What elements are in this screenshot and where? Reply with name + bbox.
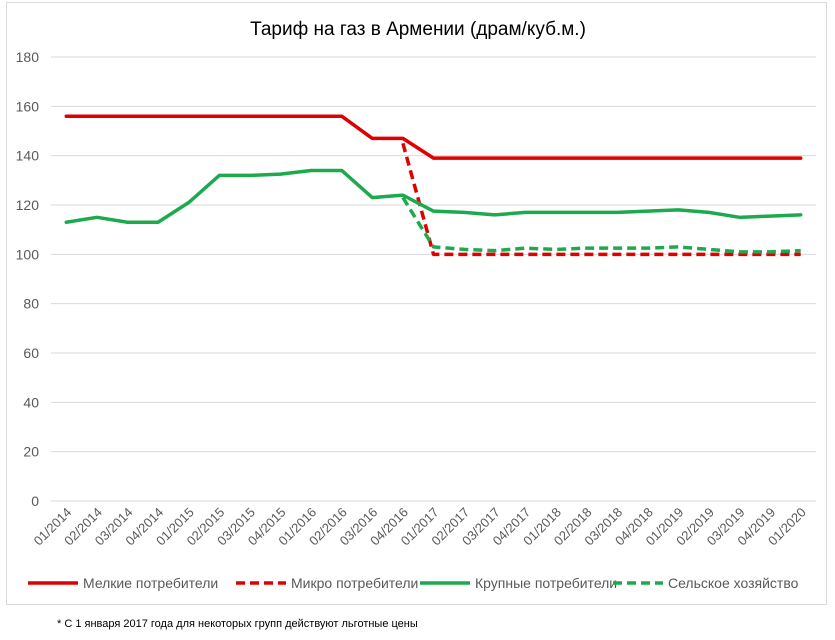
- series-line-3: [64, 168, 803, 225]
- y-tick-label: 40: [23, 394, 39, 410]
- y-tick-label: 100: [16, 246, 40, 262]
- y-tick-label: 60: [23, 345, 39, 361]
- grid-layer: [51, 56, 816, 453]
- y-tick-label: 20: [23, 444, 39, 460]
- y-tick-label: 80: [23, 296, 39, 312]
- y-tick-label: 160: [16, 98, 40, 114]
- chart-title: Тариф на газ в Армении (драм/куб.м.): [250, 19, 586, 40]
- legend-label: Мелкие потребители: [83, 575, 218, 591]
- line-chart: Тариф на газ в Армении (драм/куб.м.) 0 20…: [16, 19, 816, 591]
- legend-label: Сельское хозяйство: [668, 575, 799, 591]
- x-axis: 01/201402/201403/201404/201401/201502/20…: [31, 505, 809, 549]
- y-tick-label: 120: [16, 197, 40, 213]
- y-tick-label: 180: [16, 49, 40, 65]
- legend-label: Микро потребители: [291, 575, 418, 591]
- legend-label: Крупные потребители: [475, 575, 617, 591]
- footnote: * С 1 января 2017 года для некоторых гру…: [57, 618, 418, 630]
- series-line-2: [401, 142, 801, 257]
- y-tick-label: 140: [16, 148, 40, 164]
- y-axis: 0 20 40 60 80 100 120 140 160 180: [16, 49, 816, 509]
- series-layer: [64, 114, 803, 257]
- series-line-4: [401, 196, 801, 254]
- y-tick-label: 0: [31, 493, 39, 509]
- series-line-1: [64, 114, 803, 160]
- legend: Мелкие потребители Микро потребители Крупн…: [28, 575, 799, 591]
